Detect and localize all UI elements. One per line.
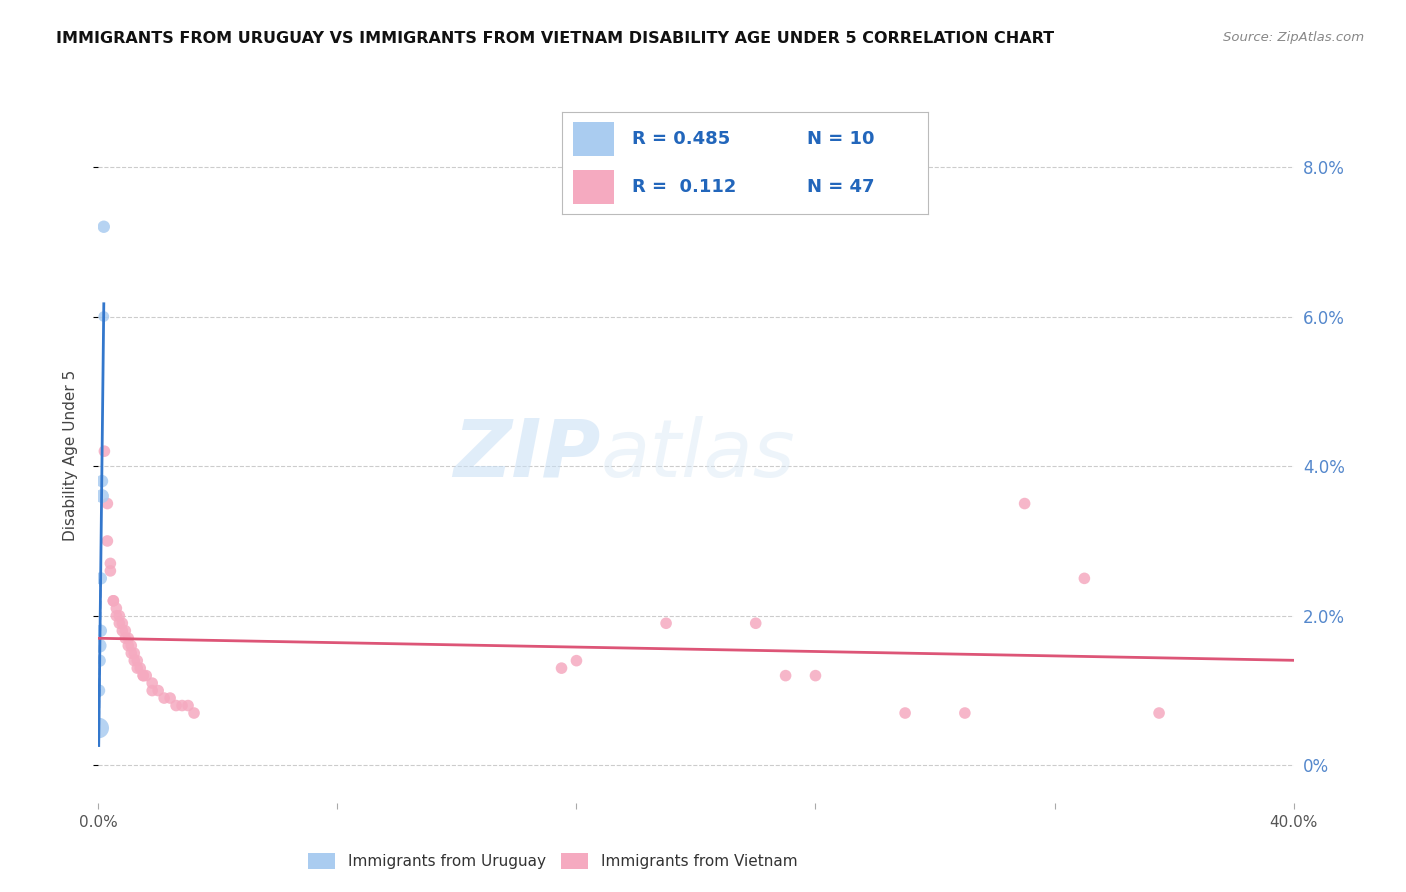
Text: atlas: atlas (600, 416, 796, 494)
Legend: Immigrants from Uruguay, Immigrants from Vietnam: Immigrants from Uruguay, Immigrants from… (302, 847, 803, 875)
Point (565, 654, 588, 668)
Point (127, 654, 149, 668)
Point (775, 668, 797, 682)
Point (105, 601, 128, 615)
Point (100, 564, 122, 578)
Point (550, 661, 572, 675)
Point (108, 608, 131, 623)
Point (111, 616, 134, 631)
Point (183, 706, 205, 720)
Point (103, 594, 125, 608)
Point (108, 616, 131, 631)
Point (1147, 706, 1170, 720)
Text: R =  0.112: R = 0.112 (631, 178, 737, 196)
Text: ZIP: ZIP (453, 416, 600, 494)
FancyBboxPatch shape (574, 170, 613, 204)
Point (93, 310, 115, 324)
Point (114, 631, 136, 645)
Point (141, 676, 163, 690)
Point (127, 661, 149, 675)
Point (132, 668, 155, 682)
Point (89, 639, 111, 653)
Point (172, 698, 194, 713)
Point (93, 219, 115, 234)
Point (159, 691, 181, 706)
Point (148, 683, 170, 698)
Point (120, 639, 142, 653)
Point (953, 706, 976, 720)
Point (124, 646, 146, 660)
Point (90, 571, 112, 585)
Point (96, 497, 118, 511)
Point (100, 557, 122, 571)
Point (87, 721, 110, 735)
Text: Source: ZipAtlas.com: Source: ZipAtlas.com (1223, 31, 1364, 45)
Point (114, 624, 136, 638)
Point (89, 654, 111, 668)
Point (91, 489, 114, 503)
Point (96, 533, 118, 548)
Point (90, 624, 112, 638)
Point (124, 654, 146, 668)
Point (105, 608, 128, 623)
Point (894, 706, 917, 720)
Point (165, 698, 187, 713)
Point (655, 616, 678, 631)
Point (1073, 571, 1095, 585)
Point (93, 444, 115, 458)
FancyBboxPatch shape (574, 122, 613, 155)
Point (141, 683, 163, 698)
Point (135, 668, 157, 682)
Text: R = 0.485: R = 0.485 (631, 129, 730, 148)
Text: N = 47: N = 47 (807, 178, 875, 196)
Y-axis label: Disability Age Under 5: Disability Age Under 5 (63, 369, 77, 541)
Point (120, 646, 142, 660)
Point (91, 474, 114, 488)
Point (117, 639, 139, 653)
Point (177, 698, 200, 713)
Point (1014, 497, 1036, 511)
Point (87, 683, 110, 698)
Text: N = 10: N = 10 (807, 129, 875, 148)
Point (117, 631, 139, 645)
Point (153, 691, 176, 706)
Point (111, 624, 134, 638)
Point (132, 668, 155, 682)
Point (129, 661, 152, 675)
Point (745, 616, 768, 631)
Text: IMMIGRANTS FROM URUGUAY VS IMMIGRANTS FROM VIETNAM DISABILITY AGE UNDER 5 CORREL: IMMIGRANTS FROM URUGUAY VS IMMIGRANTS FR… (56, 31, 1054, 46)
Point (804, 668, 827, 682)
Point (103, 594, 125, 608)
